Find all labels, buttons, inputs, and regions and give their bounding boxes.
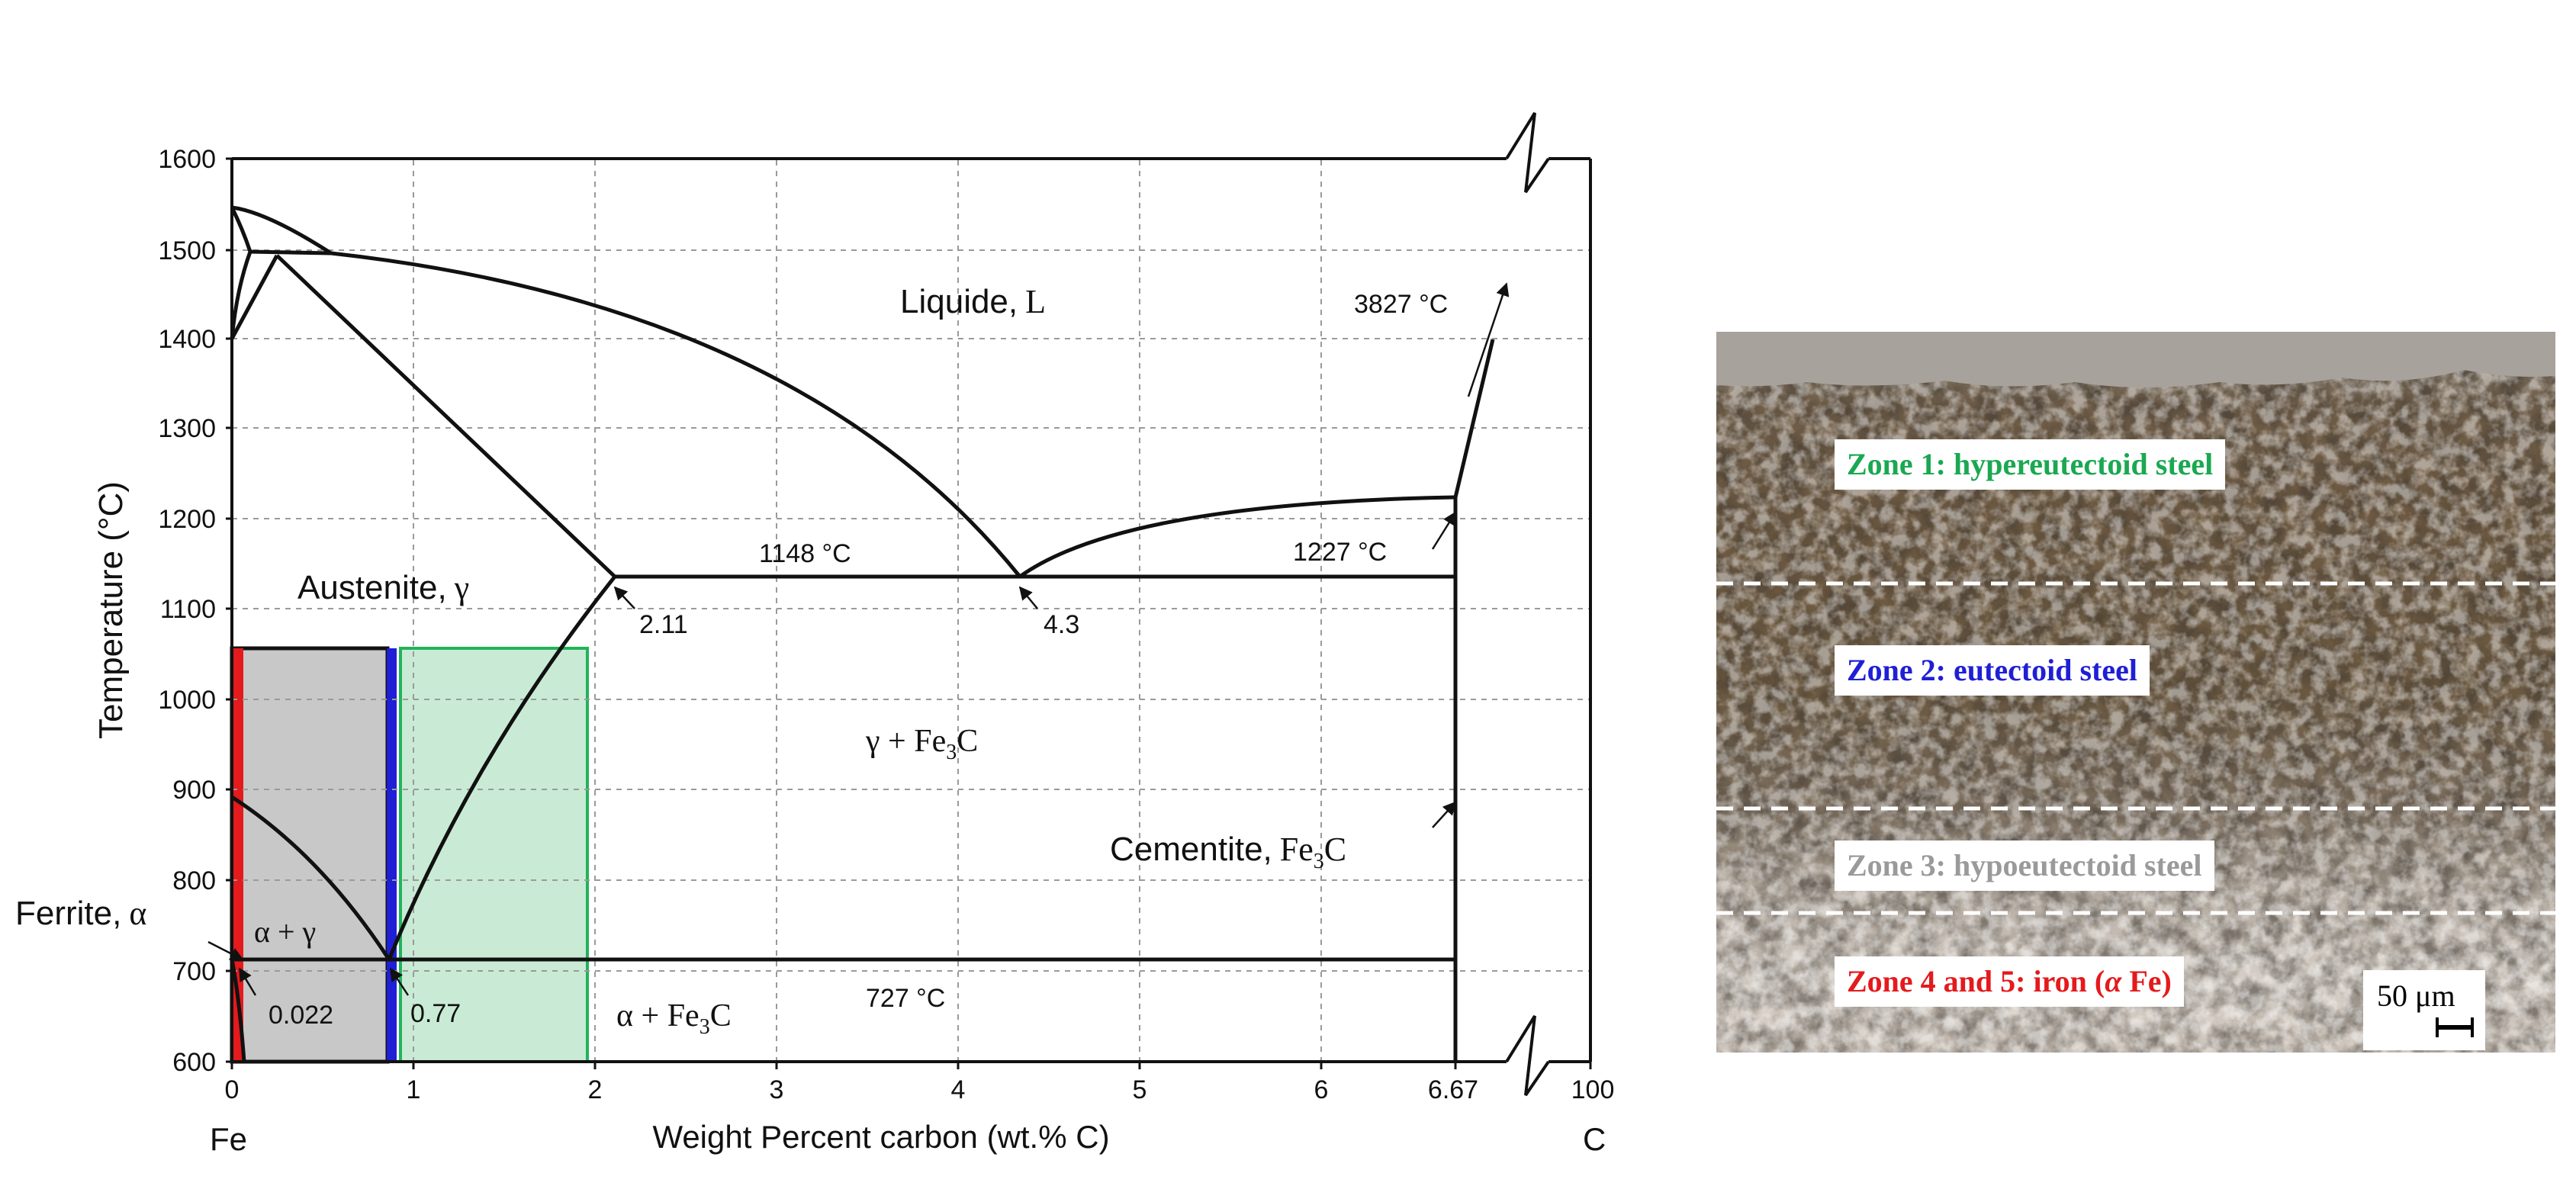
annotation-3827: 3827 °C: [1354, 290, 1448, 319]
hypereutectoid-region-box: [399, 647, 589, 1063]
phase-boundaries: [230, 205, 1495, 1062]
y-tick-1300: 1300: [158, 414, 216, 443]
annotation-4-3: 4.3: [1044, 610, 1079, 639]
y-tick-1500: 1500: [158, 236, 216, 265]
scale-bar-box: 50 μm: [2363, 970, 2485, 1050]
zone-4-5-text: Zone 4 and 5: iron (: [1847, 964, 2105, 998]
zone-1-label: Zone 1: hypereutectoid steel: [1835, 439, 2226, 490]
annotation-2-11: 2.11: [639, 610, 688, 639]
zone-boundaries: [1716, 581, 2555, 915]
scale-bar-tick-left: [2436, 1017, 2439, 1037]
annotation-arrows: [207, 282, 1510, 996]
y-tick-1400: 1400: [158, 325, 216, 354]
scale-bar-unit: μm: [2415, 979, 2455, 1013]
x-tick-100: 100: [1571, 1075, 1615, 1104]
alpha-cementite-label: α + Fe3C: [616, 998, 732, 1039]
ferrite-label: Ferrite, α: [15, 895, 146, 932]
c-axis-label: C: [1583, 1121, 1606, 1157]
annotation-727: 727 °C: [866, 984, 945, 1013]
plot-frame: [230, 111, 1592, 1097]
y-tick-600: 600: [172, 1048, 216, 1077]
eutectoid-composition-bar: [387, 648, 397, 1062]
x-tick-labels: 0 1 2 3 4 5 6 6.67 100: [225, 1075, 1615, 1104]
zone-4-5-label: Zone 4 and 5: iron (α Fe): [1835, 956, 2184, 1007]
solidus-austenite: [275, 254, 616, 578]
coating-layer: [1716, 332, 2555, 387]
x-tick-6: 6: [1314, 1075, 1329, 1104]
scale-bar-text: 50 μm: [2377, 978, 2455, 1014]
liquidus-hypo: [330, 251, 1021, 578]
annotation-0-022: 0.022: [269, 1001, 333, 1030]
liquidus-delta: [231, 205, 333, 256]
graphite-liquidus: [1453, 339, 1495, 498]
region-labels: Liquide, L Austenite, γ γ + Fe3C Cementite…: [15, 283, 1346, 1039]
x-tick-1: 1: [407, 1075, 421, 1104]
y-tick-800: 800: [172, 866, 216, 895]
gamma-cementite-label: γ + Fe3C: [865, 724, 978, 764]
iron-carbon-phase-diagram: 1600 1500 1400 1300 1200 1100 1000 900 8…: [15, 111, 1615, 1157]
tick-marks: [226, 157, 1592, 1069]
y-tick-900: 900: [172, 776, 216, 805]
hypoeutectoid-region-box: [230, 646, 390, 1064]
annotation-1227: 1227 °C: [1293, 538, 1387, 567]
y-axis-label: Temperature (°C): [92, 481, 130, 739]
scale-bar-tick-right: [2471, 1017, 2474, 1037]
x-axis-label: Weight Percent carbon (wt.% C): [652, 1119, 1109, 1155]
cementite-label: Cementite, Fe3C: [1110, 831, 1346, 873]
peritectic-line: [249, 249, 332, 256]
y-tick-1000: 1000: [158, 686, 216, 715]
annotation-0-77: 0.77: [410, 999, 461, 1028]
x-tick-6-67: 6.67: [1428, 1075, 1478, 1104]
scale-bar-line: [2436, 1025, 2474, 1030]
fe-axis-label: Fe: [210, 1121, 247, 1157]
x-tick-3: 3: [770, 1075, 784, 1104]
delta-solidus: [230, 206, 252, 339]
y-tick-1600: 1600: [158, 145, 216, 174]
acm-line: [387, 575, 616, 960]
x-tick-4: 4: [951, 1075, 966, 1104]
y-tick-700: 700: [172, 957, 216, 986]
liquid-label: Liquide, L: [900, 283, 1046, 320]
x-tick-5: 5: [1133, 1075, 1147, 1104]
alpha-gamma-label: α + γ: [254, 914, 316, 949]
liquidus-hyper: [1018, 495, 1456, 579]
y-tick-1200: 1200: [158, 505, 216, 534]
zone-4-5-alpha: α: [2105, 964, 2122, 998]
zone-4-5-tail: Fe): [2121, 964, 2172, 998]
y-tick-labels: 1600 1500 1400 1300 1200 1100 1000 900 8…: [158, 145, 216, 1077]
scale-bar-value: 50: [2377, 979, 2407, 1013]
grid: [232, 160, 1590, 1062]
austenite-label: Austenite, γ: [297, 569, 469, 606]
x-tick-0: 0: [225, 1075, 240, 1104]
delta-gamma-boundary: [230, 254, 279, 340]
a3-line: [230, 795, 391, 961]
annotation-1148: 1148 °C: [759, 539, 851, 568]
y-tick-1100: 1100: [160, 595, 216, 624]
zone-3-label: Zone 3: hypoeutectoid steel: [1835, 840, 2214, 891]
zone-2-label: Zone 2: eutectoid steel: [1835, 645, 2150, 696]
x-tick-2: 2: [588, 1075, 603, 1104]
ferrite-solvus: [230, 959, 246, 1062]
point-annotations: 3827 °C 1227 °C 1148 °C 727 °C 2.11 4.3 …: [269, 290, 1448, 1030]
